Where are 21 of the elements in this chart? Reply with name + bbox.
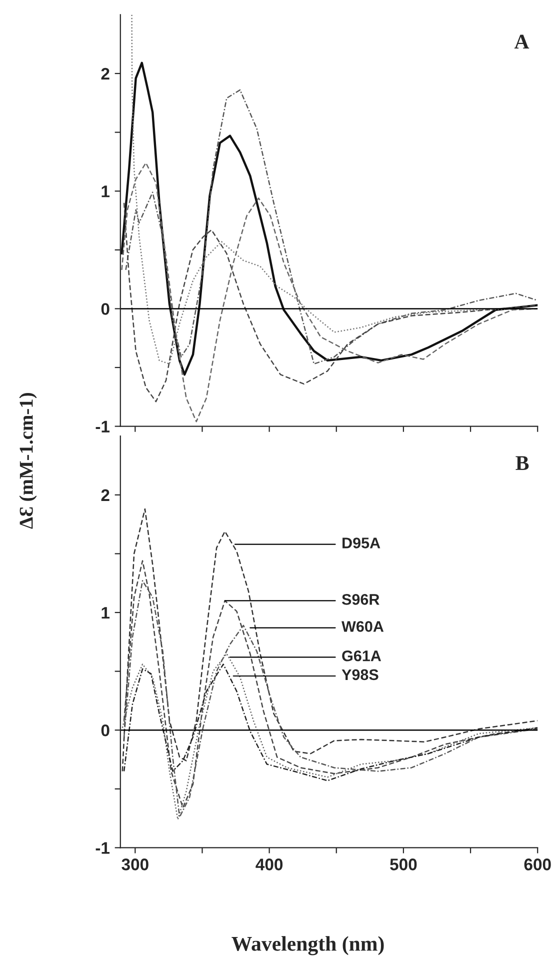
annotation: G61A bbox=[342, 650, 382, 662]
x-axis-title: Wavelength (nm) bbox=[232, 936, 384, 956]
y-tick-label: 2 bbox=[101, 68, 110, 80]
annotation: S96R bbox=[342, 594, 380, 605]
y-tick-label: 0 bbox=[101, 303, 110, 315]
x-tick-label: 600 bbox=[524, 858, 551, 870]
annotation: B bbox=[516, 456, 529, 470]
y-axis-title: ΔƐ (mM-1.cm-1) bbox=[19, 393, 37, 529]
y-tick-label: 2 bbox=[101, 489, 110, 501]
x-tick-label: 300 bbox=[122, 858, 148, 870]
y-tick-label: 0 bbox=[101, 724, 110, 736]
x-tick-label: 400 bbox=[256, 858, 283, 870]
x-tick-label: 500 bbox=[390, 858, 417, 870]
annotation: Y98S bbox=[342, 669, 378, 680]
annotation: W60A bbox=[342, 621, 384, 632]
y-tick-label: -1 bbox=[96, 842, 110, 854]
annotation: D95A bbox=[342, 538, 380, 548]
y-tick-label: 1 bbox=[102, 607, 110, 619]
annotation: A bbox=[514, 34, 530, 49]
y-tick-label: 1 bbox=[102, 186, 110, 198]
y-tick-label: -1 bbox=[96, 420, 110, 432]
